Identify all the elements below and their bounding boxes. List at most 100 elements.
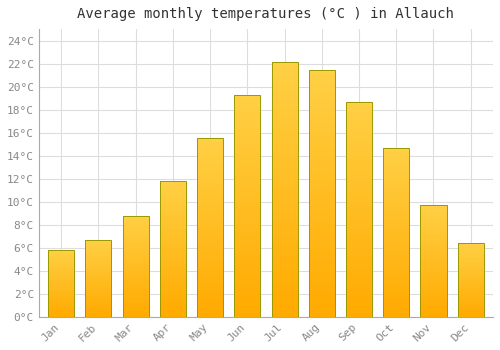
Bar xyxy=(420,313,446,315)
Bar xyxy=(272,71,297,75)
Bar xyxy=(160,201,186,204)
Bar xyxy=(308,255,335,259)
Bar xyxy=(86,313,112,314)
Bar xyxy=(346,238,372,242)
Bar xyxy=(272,198,297,202)
Bar xyxy=(308,169,335,173)
Bar xyxy=(346,195,372,198)
Bar xyxy=(308,116,335,120)
Bar xyxy=(272,291,297,296)
Bar xyxy=(86,301,112,303)
Bar xyxy=(272,152,297,156)
Bar xyxy=(308,186,335,190)
Bar xyxy=(458,248,483,249)
Bar xyxy=(383,283,409,286)
Bar xyxy=(272,139,297,143)
Bar xyxy=(420,300,446,302)
Bar xyxy=(308,87,335,91)
Bar xyxy=(308,75,335,79)
Bar xyxy=(308,247,335,251)
Bar xyxy=(122,268,148,270)
Bar xyxy=(86,309,112,310)
Bar xyxy=(160,296,186,299)
Bar xyxy=(160,186,186,188)
Bar xyxy=(308,276,335,280)
Bar xyxy=(272,308,297,313)
Bar xyxy=(346,116,372,119)
Bar xyxy=(272,304,297,308)
Bar xyxy=(272,96,297,100)
Bar xyxy=(234,117,260,121)
Bar xyxy=(272,249,297,253)
Bar xyxy=(234,235,260,239)
Bar xyxy=(458,252,483,253)
Bar xyxy=(383,181,409,184)
Bar xyxy=(458,276,483,278)
Bar xyxy=(197,201,223,204)
Bar xyxy=(86,273,112,274)
Bar xyxy=(308,70,335,75)
Bar xyxy=(346,220,372,224)
Bar xyxy=(197,281,223,284)
Bar xyxy=(346,310,372,313)
Bar xyxy=(86,298,112,299)
Bar xyxy=(160,192,186,195)
Bar xyxy=(122,278,148,280)
Bar xyxy=(122,303,148,305)
Bar xyxy=(48,251,74,252)
Bar xyxy=(234,150,260,154)
Bar xyxy=(308,288,335,292)
Bar xyxy=(420,229,446,231)
Bar xyxy=(197,302,223,305)
Bar xyxy=(308,103,335,107)
Bar xyxy=(160,258,186,260)
Bar xyxy=(86,247,112,249)
Bar xyxy=(197,305,223,308)
Bar xyxy=(420,268,446,270)
Bar xyxy=(420,311,446,313)
Bar xyxy=(420,239,446,240)
Bar xyxy=(272,279,297,283)
Bar xyxy=(48,316,74,317)
Bar xyxy=(234,198,260,202)
Bar xyxy=(234,94,260,98)
Bar xyxy=(86,315,112,317)
Bar xyxy=(160,213,186,215)
Bar xyxy=(420,276,446,278)
Bar xyxy=(234,206,260,209)
Bar xyxy=(122,258,148,259)
Bar xyxy=(272,194,297,198)
Bar xyxy=(234,176,260,180)
Bar xyxy=(383,221,409,224)
Bar xyxy=(420,289,446,291)
Bar xyxy=(48,288,74,289)
Bar xyxy=(346,274,372,277)
Bar xyxy=(122,259,148,261)
Bar xyxy=(458,274,483,275)
Bar xyxy=(383,260,409,263)
Bar xyxy=(160,233,186,235)
Bar xyxy=(458,297,483,299)
Bar xyxy=(197,150,223,153)
Bar xyxy=(458,309,483,311)
Bar xyxy=(122,236,148,237)
Bar xyxy=(234,147,260,150)
Bar xyxy=(86,307,112,308)
Bar xyxy=(420,298,446,300)
Bar xyxy=(86,305,112,307)
Bar xyxy=(86,251,112,253)
Bar xyxy=(346,299,372,302)
Bar xyxy=(346,155,372,159)
Bar xyxy=(197,266,223,269)
Bar xyxy=(346,148,372,152)
Bar xyxy=(86,310,112,312)
Bar xyxy=(197,222,223,225)
Bar xyxy=(122,290,148,292)
Bar xyxy=(420,261,446,263)
Bar xyxy=(383,178,409,181)
Bar xyxy=(383,156,409,159)
Bar xyxy=(122,254,148,256)
Bar xyxy=(197,198,223,201)
Bar xyxy=(346,234,372,238)
Bar xyxy=(420,274,446,276)
